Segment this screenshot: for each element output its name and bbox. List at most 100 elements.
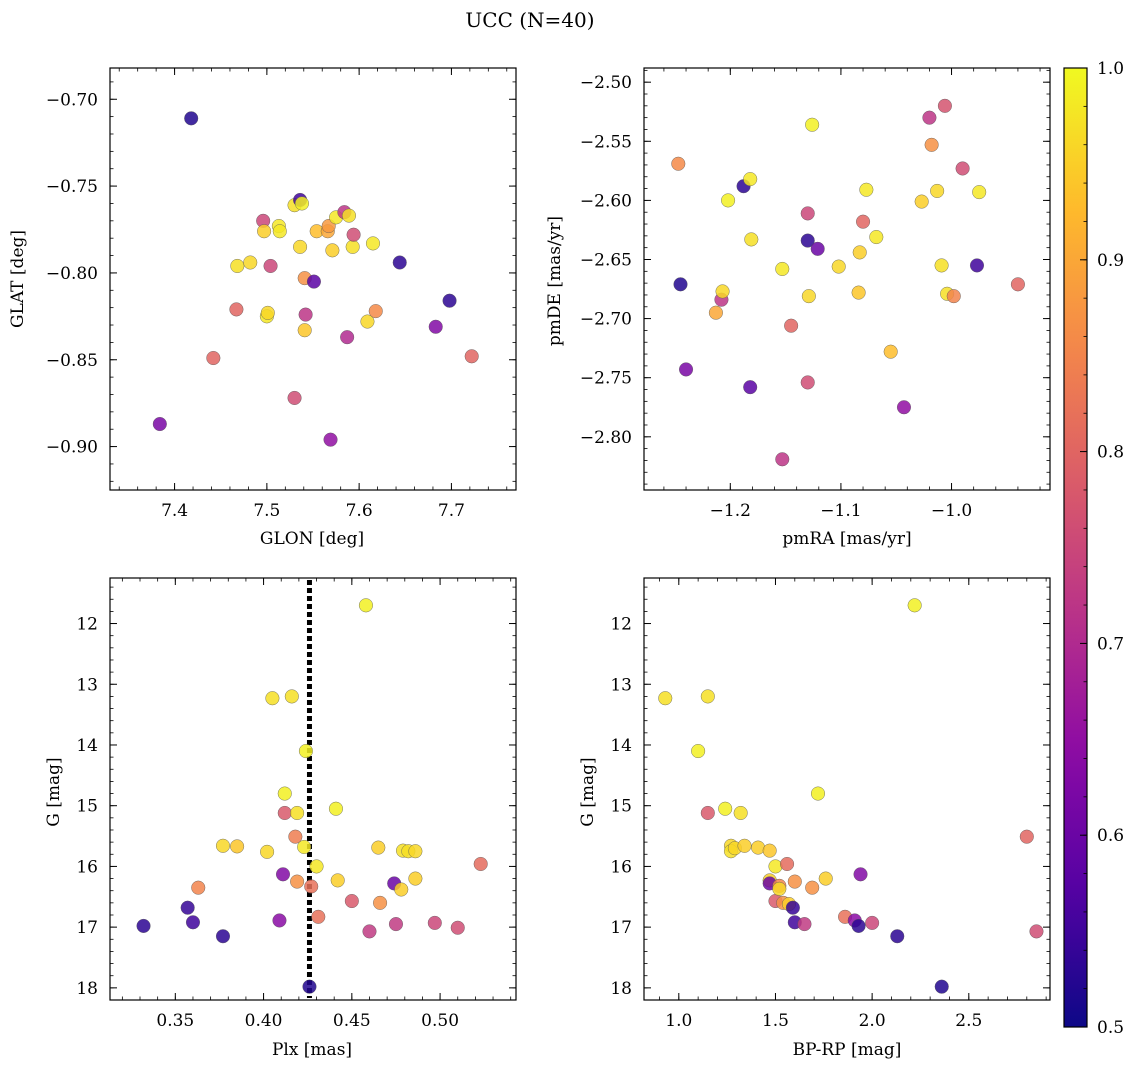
x-tick-label: 0.50 xyxy=(421,1011,459,1031)
panel-bprp-g-xlabel: BP-RP [mag] xyxy=(793,1040,902,1060)
scatter-point xyxy=(328,801,343,816)
x-tick-label: 0.40 xyxy=(245,1011,283,1031)
scatter-point xyxy=(805,880,820,895)
y-tick-label: 15 xyxy=(610,797,632,817)
scatter-point xyxy=(230,258,245,273)
scatter-point xyxy=(180,900,195,915)
scatter-point xyxy=(934,258,949,273)
scatter-point xyxy=(800,375,815,390)
y-tick-label: 16 xyxy=(76,857,98,877)
scatter-point xyxy=(275,867,290,882)
panel-glon-glat: GLON [deg] GLAT [deg] 7.4 7.5 7.6 7.7 −0.70 −… xyxy=(8,67,517,549)
scatter-point xyxy=(473,856,488,871)
panel-pmra-pmde: pmRA [mas/yr] pmDE [mas/yr] −1.2 −1.1 −1.0… xyxy=(545,67,1051,549)
scatter-point xyxy=(302,979,317,994)
scatter-point xyxy=(298,307,313,322)
y-tick-label: −2.70 xyxy=(580,310,632,330)
scatter-point xyxy=(272,913,287,928)
scatter-point xyxy=(708,305,723,320)
scatter-point xyxy=(673,277,688,292)
y-tick-label: 12 xyxy=(76,615,98,635)
panel-pmra-pmde-ylabel: pmDE [mas/yr] xyxy=(545,216,565,346)
scatter-point xyxy=(715,284,730,299)
scatter-point xyxy=(230,839,245,854)
scatter-points xyxy=(136,598,488,994)
panel-pmra-pmde-xlabel: pmRA [mas/yr] xyxy=(782,529,911,549)
scatter-point xyxy=(780,856,795,871)
x-tick-label: 7.6 xyxy=(346,501,373,521)
scatter-point xyxy=(1029,924,1044,939)
scatter-point xyxy=(831,259,846,274)
x-tick-label: 1.0 xyxy=(665,1011,692,1031)
scatter-point xyxy=(229,302,244,317)
scatter-point xyxy=(277,786,292,801)
colorbar: 0.5 0.6 0.7 0.8 0.9 1.0 xyxy=(1063,59,1124,1038)
scatter-point xyxy=(371,840,386,855)
scatter-point xyxy=(818,871,833,886)
colorbar-tick-label: 1.0 xyxy=(1097,59,1124,79)
scatter-point xyxy=(800,233,815,248)
scatter-point xyxy=(408,844,423,859)
y-tick-label: 18 xyxy=(610,979,632,999)
x-tick-label: 7.7 xyxy=(438,501,465,521)
scatter-point xyxy=(787,874,802,889)
colorbar-tick-label: 0.5 xyxy=(1097,1018,1124,1038)
colorbar-tick-label: 0.9 xyxy=(1097,251,1124,271)
y-tick-label: −2.65 xyxy=(580,250,632,270)
x-tick-label: −1.0 xyxy=(931,501,972,521)
y-tick-label: 17 xyxy=(610,918,632,938)
scatter-point xyxy=(671,156,686,171)
scatter-point xyxy=(344,894,359,909)
scatter-point xyxy=(775,452,790,467)
scatter-point xyxy=(805,117,820,132)
scatter-point xyxy=(360,314,375,329)
scatter-point xyxy=(801,289,816,304)
scatter-point xyxy=(293,239,308,254)
y-tick-label: 14 xyxy=(76,736,98,756)
scatter-point xyxy=(345,239,360,254)
y-tick-label: 13 xyxy=(76,675,98,695)
x-tick-label: 0.45 xyxy=(333,1011,371,1031)
scatter-point xyxy=(883,344,898,359)
y-tick-label: −0.90 xyxy=(46,438,98,458)
scatter-point xyxy=(784,318,799,333)
colorbar-tick-label: 0.6 xyxy=(1097,826,1124,846)
scatter-point xyxy=(859,182,874,197)
scatter-point xyxy=(152,417,167,432)
scatter-point xyxy=(306,274,321,289)
scatter-point xyxy=(346,227,361,242)
scatter-point xyxy=(428,319,443,334)
x-tick-label: 2.5 xyxy=(955,1011,982,1031)
panel-plx-g: Plx [mas] G [mag] 0.35 0.40 0.45 0.50 12 13 14… xyxy=(44,577,517,1060)
panel-glon-glat-xlabel: GLON [deg] xyxy=(260,529,364,549)
scatter-point xyxy=(772,881,787,896)
scatter-point xyxy=(914,194,929,209)
scatter-point xyxy=(272,224,287,239)
scatter-point xyxy=(206,351,221,366)
scatter-point xyxy=(946,289,961,304)
scatter-point xyxy=(811,786,826,801)
x-tick-label: 2.0 xyxy=(859,1011,886,1031)
scatter-point xyxy=(368,304,383,319)
scatter-point xyxy=(185,915,200,930)
x-tick-label: 0.35 xyxy=(156,1011,194,1031)
panel-plx-g-ylabel: G [mag] xyxy=(44,757,64,826)
y-tick-label: −0.85 xyxy=(46,351,98,371)
scatter-point xyxy=(311,909,326,924)
scatter-point xyxy=(972,185,987,200)
scatter-point xyxy=(388,917,403,932)
scatter-point xyxy=(851,918,866,933)
scatter-point xyxy=(955,161,970,176)
y-tick-label: −0.70 xyxy=(46,90,98,110)
scatter-point xyxy=(700,805,715,820)
scatter-point xyxy=(184,111,199,126)
y-tick-label: 13 xyxy=(610,675,632,695)
y-tick-label: −2.50 xyxy=(580,73,632,93)
scatter-point xyxy=(800,206,815,221)
scatter-point xyxy=(865,915,880,930)
scatter-point xyxy=(265,691,280,706)
scatter-points xyxy=(152,111,479,447)
scatter-point xyxy=(340,330,355,345)
scatter-point xyxy=(309,859,324,874)
scatter-point xyxy=(450,920,465,935)
